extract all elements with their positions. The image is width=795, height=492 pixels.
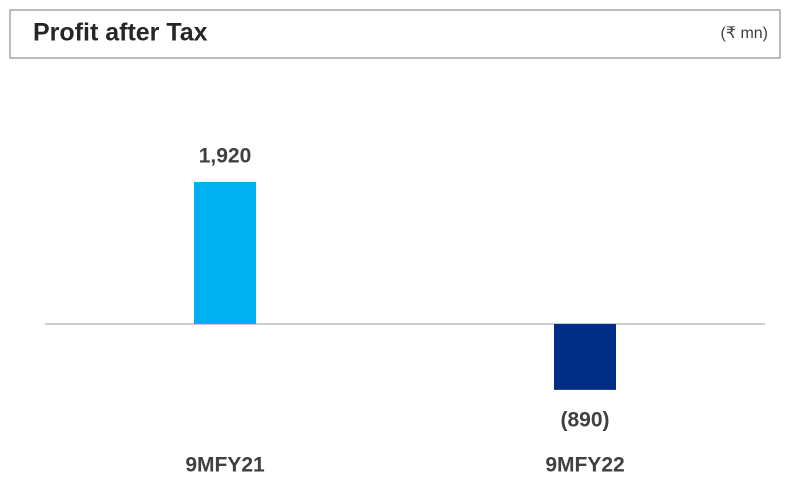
value-label: 1,920 (199, 144, 252, 167)
chart-title: Profit after Tax (33, 19, 208, 47)
x-tick-label: 9MFY21 (185, 454, 265, 477)
bar (194, 181, 256, 324)
x-tick-label: 9MFY22 (545, 454, 624, 477)
unit-label: (₹ mn) (720, 25, 768, 42)
bar (554, 324, 616, 390)
value-label: (890) (560, 408, 609, 431)
title-box (9, 9, 781, 59)
